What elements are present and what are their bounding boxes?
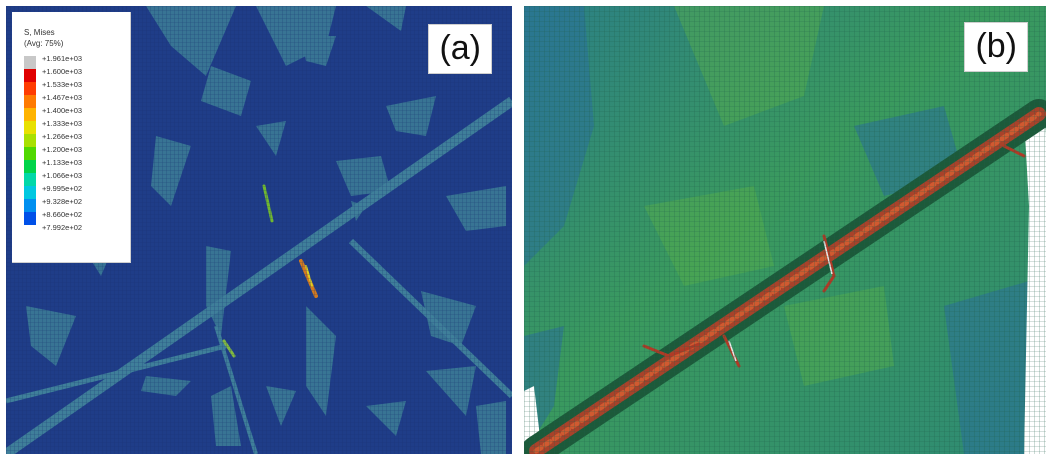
legend-swatch [24,108,36,121]
legend-value: +9.328e+02 [42,197,83,206]
legend-values: +1.961e+03 +1.600e+03 +1.533e+03 +1.467e… [42,52,82,234]
legend-value: +1.133e+03 [42,158,83,167]
legend-swatch [24,147,36,160]
legend-value: +9.995e+02 [42,184,83,193]
contour-plot-a: S, Mises (Avg: 75%) +1.961e+03 +1.600e+0… [6,6,512,454]
panel-label-b: (b) [964,22,1028,72]
legend-color-scale [24,56,36,225]
legend-swatch [24,69,36,82]
legend-title: S, Mises [24,28,55,37]
legend-value: +1.400e+03 [42,106,83,115]
legend-subtitle: (Avg: 75%) [24,39,64,48]
legend-value: +7.992e+02 [42,223,83,232]
legend-swatch [24,95,36,108]
legend-swatch [24,134,36,147]
legend-value: +1.600e+03 [42,67,83,76]
legend-value: +1.961e+03 [42,54,83,63]
legend-value: +1.467e+03 [42,93,83,102]
legend-swatch [24,56,36,69]
legend-swatch [24,160,36,173]
legend-swatch [24,212,36,225]
contour-plot-b: (b) [524,6,1046,454]
legend-value: +1.533e+03 [42,80,83,89]
stress-field-b [524,6,1046,454]
legend-value: +1.200e+03 [42,145,83,154]
legend: S, Mises (Avg: 75%) +1.961e+03 +1.600e+0… [12,12,131,263]
legend-value: +8.660e+02 [42,210,83,219]
legend-swatch [24,173,36,186]
legend-swatch [24,199,36,212]
legend-swatch [24,186,36,199]
legend-value: +1.266e+03 [42,132,83,141]
legend-swatch [24,121,36,134]
legend-value: +1.066e+03 [42,171,83,180]
legend-swatch [24,82,36,95]
legend-value: +1.333e+03 [42,119,83,128]
panel-label-a: (a) [428,24,492,74]
stress-field-a [6,6,512,454]
